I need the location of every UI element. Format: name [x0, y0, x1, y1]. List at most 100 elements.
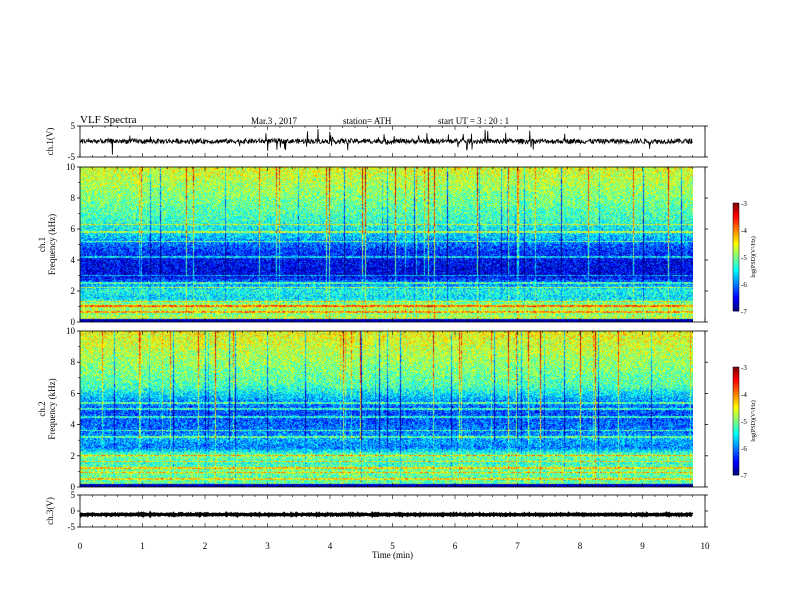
colorbar-cell	[733, 248, 739, 251]
y-tick-label: 2	[71, 451, 76, 461]
colorbar-cell	[733, 376, 739, 379]
colorbar-cell	[733, 404, 739, 407]
colorbar-cell	[733, 467, 739, 470]
colorbar-cell	[733, 401, 739, 404]
colorbar-cell	[733, 276, 739, 279]
colorbar-cell	[733, 419, 739, 422]
colorbar-cell	[733, 451, 739, 454]
colorbar-cell	[733, 446, 739, 449]
colorbar-cell	[733, 408, 739, 411]
colorbar-cell	[733, 309, 739, 312]
colorbar-cell	[733, 428, 739, 431]
colorbar-frame	[732, 202, 740, 312]
y-tick-label: 6	[71, 224, 76, 234]
colorbar-tick-label: -5	[741, 418, 747, 426]
colorbar-cell	[733, 221, 739, 224]
ch1-waveform-ylabel: ch.1(V)	[45, 128, 55, 156]
colorbar-cell	[733, 253, 739, 256]
ch2-spectrogram-ylabel-group: ch.2 Frequency (kHz)	[37, 378, 57, 439]
colorbar-cell	[733, 206, 739, 209]
colorbar-cell	[733, 394, 739, 397]
colorbar-cell	[733, 300, 739, 303]
x-axis-label: Time (min)	[372, 550, 413, 560]
colorbar-cell	[733, 435, 739, 438]
colorbar-cell	[733, 203, 739, 206]
colorbar-cell	[733, 269, 739, 272]
colorbar-cell	[733, 213, 739, 216]
colorbar-cell	[733, 462, 739, 465]
colorbar-cell	[733, 242, 739, 245]
ch3-waveform-ylabel-group: ch.3(V)	[45, 497, 55, 525]
colorbar-cell	[733, 296, 739, 299]
colorbar-cell	[733, 444, 739, 447]
colorbar-cell	[733, 421, 739, 424]
x-tick-label: 5	[390, 541, 395, 551]
colorbar-cell	[733, 237, 739, 240]
colorbar-tick-label: -5	[741, 254, 747, 262]
colorbar-cell	[733, 379, 739, 382]
x-tick-label: 2	[203, 541, 208, 551]
colorbar-cell	[733, 293, 739, 296]
colorbar-cell	[733, 417, 739, 420]
station-label: station= ATH	[343, 116, 392, 126]
colorbar-cell	[733, 424, 739, 427]
colorbar-cell	[733, 260, 739, 263]
colorbar-cell	[733, 431, 739, 434]
ch2-spectrogram-ylabel: Frequency (kHz)	[47, 378, 57, 439]
colorbar-tick-label: -7	[741, 308, 747, 316]
ch1-spectrogram-ylabel: Frequency (kHz)	[47, 214, 57, 275]
colorbar-cell	[733, 235, 739, 238]
colorbar-cell	[733, 460, 739, 463]
colorbar-tick-label: -7	[741, 472, 747, 480]
colorbar-cell	[733, 439, 739, 442]
colorbar-cell	[733, 258, 739, 261]
ch1-spectrogram-image	[80, 167, 693, 322]
colorbar-cell	[733, 368, 739, 371]
colorbar-cell	[733, 255, 739, 258]
colorbar-cell	[733, 287, 739, 290]
colorbar-cell	[733, 219, 739, 222]
colorbar-cell	[733, 289, 739, 292]
colorbar-cell	[733, 307, 739, 310]
ch1-waveform-ylabel-group: ch.1(V)	[45, 128, 55, 156]
x-tick-label: 7	[515, 541, 520, 551]
colorbar-tick-label: -4	[741, 391, 747, 399]
colorbar-cell	[733, 303, 739, 306]
start-time-label: start UT = 3 : 20 : 1	[438, 116, 510, 126]
colorbar-cell	[733, 412, 739, 415]
x-tick-label: 8	[578, 541, 583, 551]
colorbar-cell	[733, 226, 739, 229]
colorbar-cell	[733, 390, 739, 393]
y-tick-label: 0	[71, 482, 76, 492]
colorbar-cell	[733, 280, 739, 283]
colorbar-cell	[733, 278, 739, 281]
colorbar-cell	[733, 386, 739, 389]
ch1-waveform-line	[79, 128, 693, 155]
colorbar-cell	[733, 267, 739, 270]
colorbar-cell	[733, 264, 739, 267]
y-tick-label: 0	[71, 317, 76, 327]
colorbar-cell	[733, 455, 739, 458]
colorbar-cell	[733, 210, 739, 213]
colorbar-cell	[733, 422, 739, 425]
colorbar-tick-label: -4	[741, 227, 747, 235]
y-tick-label: -5	[68, 522, 76, 532]
colorbar-cell	[733, 397, 739, 400]
y-tick-label: 2	[71, 286, 76, 296]
ch3-waveform-line	[79, 510, 694, 519]
colorbar-cell	[733, 305, 739, 308]
y-tick-label: 6	[71, 388, 76, 398]
colorbar-cell	[733, 217, 739, 220]
colorbar-tick-label: -3	[741, 364, 747, 372]
colorbar-label-group: log(PSD)(V²/Hz)	[750, 236, 757, 277]
colorbar-cell	[733, 249, 739, 252]
y-tick-label: -5	[68, 152, 76, 162]
colorbar-cell	[733, 473, 739, 476]
colorbar-cell	[733, 282, 739, 285]
colorbar-cell	[733, 275, 739, 278]
colorbar-cell	[733, 302, 739, 305]
x-tick-label: 3	[265, 541, 270, 551]
colorbar-cell	[733, 273, 739, 276]
colorbar-label-group: log(PSD)(V²/Hz)	[750, 400, 757, 441]
x-tick-label: 0	[78, 541, 83, 551]
